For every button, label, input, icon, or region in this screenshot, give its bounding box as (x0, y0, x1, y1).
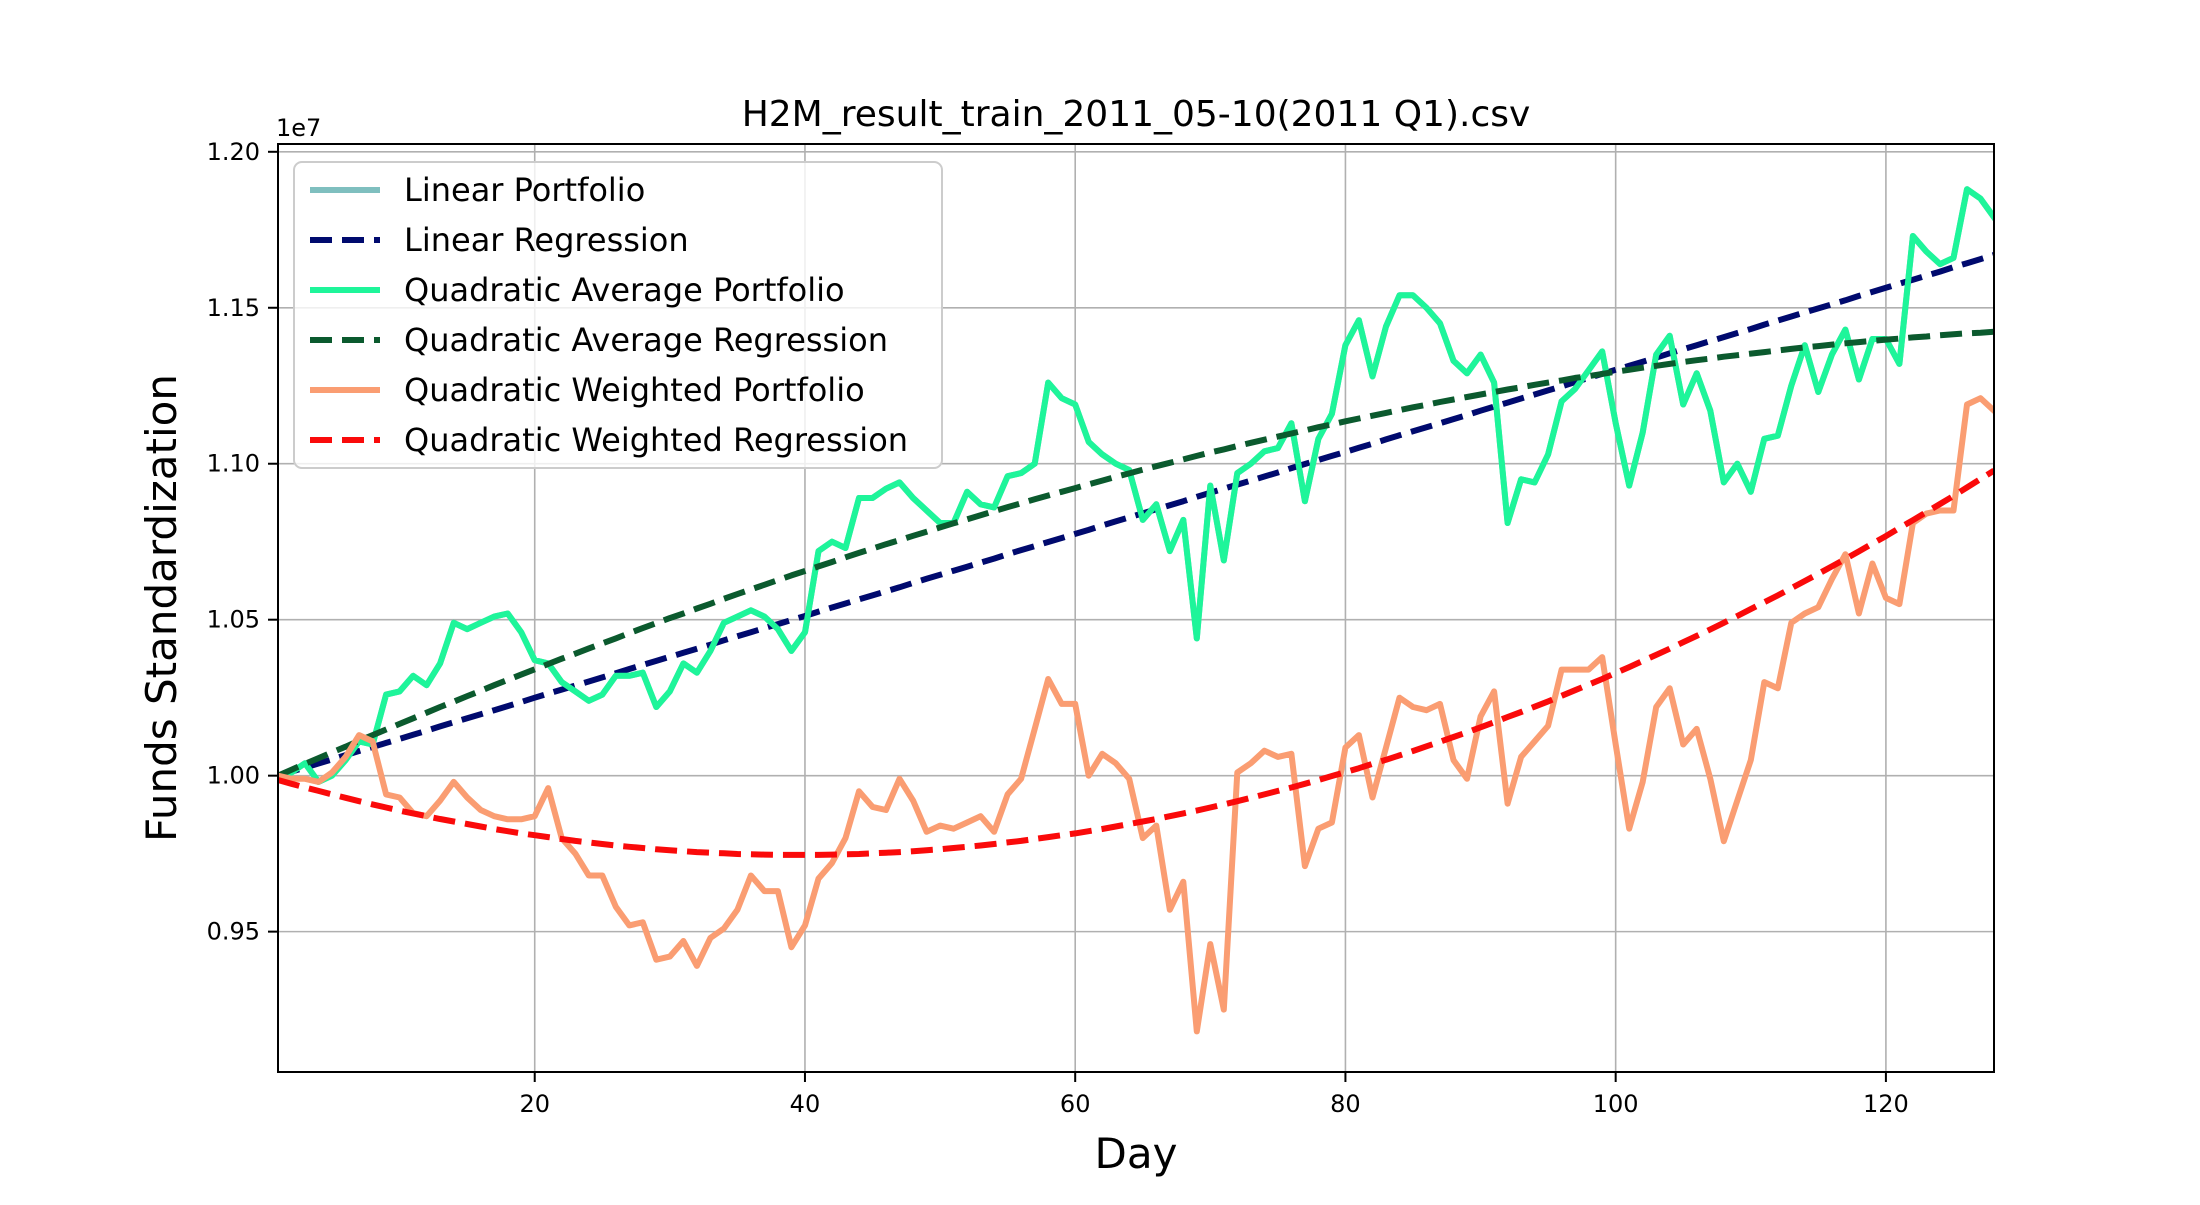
legend: Linear Portfolio Linear Regression Quadrat… (293, 161, 943, 469)
y-tick-label: 1.05 (207, 606, 260, 634)
legend-label-quadratic-weighted-portfolio: Quadratic Weighted Portfolio (404, 371, 865, 409)
legend-label-linear-portfolio: Linear Portfolio (404, 171, 645, 209)
y-offset-label: 1e7 (276, 114, 321, 142)
x-tick-label: 100 (1593, 1090, 1639, 1118)
legend-box (293, 161, 943, 469)
series-group (278, 186, 1994, 1035)
y-tick-label: 0.95 (207, 918, 260, 946)
linear-regression-line (278, 252, 1994, 779)
quadratic-weighted-regression-line (278, 468, 1994, 858)
x-tick-label: 80 (1330, 1090, 1361, 1118)
quadratic-average-regression-line (278, 328, 1994, 779)
y-tick-label: 1.10 (207, 450, 260, 478)
x-tick-label: 20 (519, 1090, 550, 1118)
x-tick-label: 60 (1060, 1090, 1091, 1118)
y-axis-label: Funds Standardization (137, 374, 186, 842)
legend-label-quadratic-average-regression: Quadratic Average Regression (404, 321, 888, 359)
y-axis: 0.95 1.00 1.05 1.10 1.15 1.20 (207, 138, 278, 946)
legend-label-quadratic-average-portfolio: Quadratic Average Portfolio (404, 271, 845, 309)
x-axis-label: Day (1095, 1129, 1178, 1178)
x-axis: 20 40 60 80 100 120 (519, 1072, 1909, 1118)
chart-title: H2M_result_train_2011_05-10(2011 Q1).csv (742, 94, 1531, 135)
x-tick-label: 120 (1863, 1090, 1909, 1118)
plot-frame (277, 143, 1995, 1073)
quadratic-average-portfolio-line (278, 186, 1994, 785)
y-tick-label: 1.15 (207, 294, 260, 322)
legend-label-linear-regression: Linear Regression (404, 221, 689, 259)
y-tick-label: 1.00 (207, 762, 260, 790)
x-tick-label: 40 (790, 1090, 821, 1118)
y-tick-label: 1.20 (207, 138, 260, 166)
legend-label-quadratic-weighted-regression: Quadratic Weighted Regression (404, 421, 908, 459)
